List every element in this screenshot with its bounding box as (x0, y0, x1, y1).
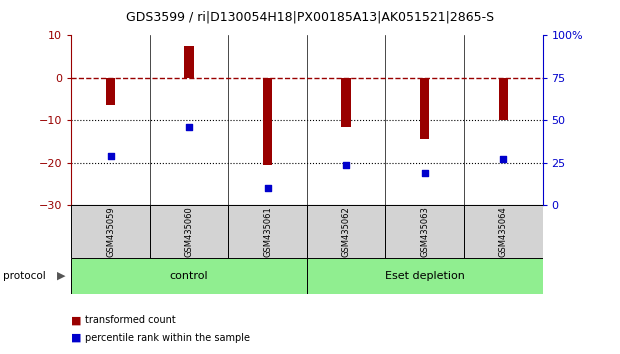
Bar (71, 205, 150, 258)
Text: ■: ■ (71, 315, 82, 325)
Point (263, 185, 273, 191)
Bar (184, 46, 194, 78)
Text: GSM435060: GSM435060 (185, 206, 193, 257)
Text: protocol: protocol (3, 271, 46, 281)
Text: ■: ■ (71, 333, 82, 343)
Text: Eset depletion: Eset depletion (385, 271, 464, 281)
Text: transformed count: transformed count (85, 315, 175, 325)
Text: GSM435061: GSM435061 (263, 206, 272, 257)
Point (184, 124, 194, 130)
Bar (498, 78, 508, 120)
Text: GSM435062: GSM435062 (342, 206, 351, 257)
Point (341, 162, 351, 168)
Point (105, 154, 115, 159)
Point (420, 171, 430, 176)
Bar (342, 78, 351, 127)
Text: control: control (170, 271, 208, 281)
Bar (307, 258, 542, 294)
Text: GSM435064: GSM435064 (498, 206, 508, 257)
Bar (150, 205, 228, 258)
Bar (464, 205, 542, 258)
Bar (307, 205, 386, 258)
Bar (420, 78, 430, 139)
Text: ▶: ▶ (56, 271, 65, 281)
Text: GDS3599 / ri|D130054H18|PX00185A13|AK051521|2865-S: GDS3599 / ri|D130054H18|PX00185A13|AK051… (126, 11, 494, 24)
Bar (106, 78, 115, 105)
Text: percentile rank within the sample: percentile rank within the sample (85, 333, 250, 343)
Point (498, 156, 508, 161)
Bar (263, 78, 272, 165)
Text: GSM435063: GSM435063 (420, 206, 429, 257)
Bar (71, 258, 307, 294)
Text: GSM435059: GSM435059 (106, 206, 115, 257)
Bar (386, 205, 464, 258)
Bar (228, 205, 307, 258)
